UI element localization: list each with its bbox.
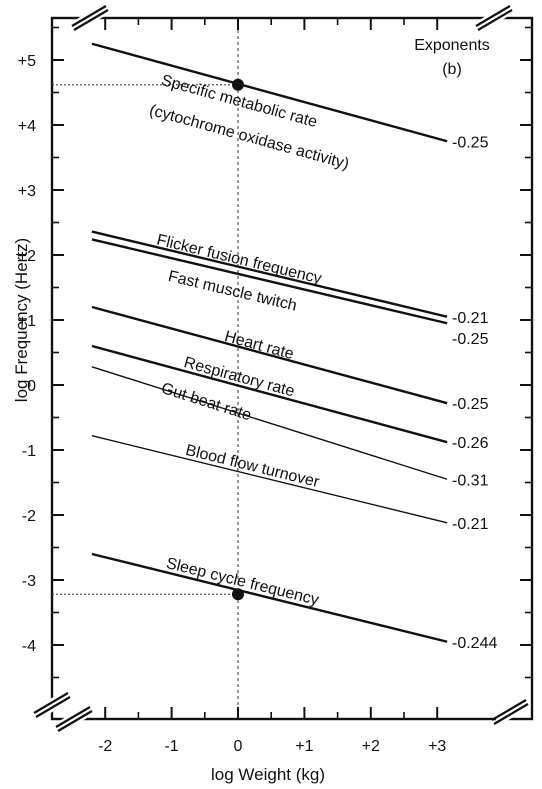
plot-frame (50, 16, 534, 721)
y-tick-label: -4 (22, 638, 36, 655)
x-axis-title: log Weight (kg) (211, 765, 325, 784)
break-left-bottom-stroke-1 (33, 692, 69, 714)
series-line (91, 238, 448, 325)
series-label: Sleep cycle frequency (164, 555, 320, 609)
y-tick-label: -1 (22, 443, 36, 460)
exponent-label: -0.25 (452, 396, 489, 413)
highlight-point (232, 588, 244, 601)
y-tick-label: -2 (22, 508, 36, 525)
exponent-label: -0.26 (452, 435, 489, 452)
series-lines (91, 42, 448, 643)
exponent-label: -0.21 (452, 310, 489, 327)
axis-ticks: -2 -1 0 +1 +2 +3 +5 +4 +3 +2 +1 0 -1 -2 -3 -4 (18, 18, 532, 755)
x-tick-label: 0 (234, 738, 243, 755)
exponent-label: -0.21 (452, 516, 489, 533)
series-line (91, 305, 448, 405)
break-bottom-left-stroke-1 (55, 706, 91, 728)
exponents-header: Exponents (414, 37, 490, 54)
y-tick-label: -3 (22, 573, 36, 590)
series-line (91, 344, 448, 444)
highlight-point (232, 78, 244, 91)
x-tick-label: +2 (362, 738, 380, 755)
y-tick-label: +2 (18, 248, 36, 265)
highlight-points (232, 78, 244, 601)
break-top-left-stroke-1 (71, 5, 107, 27)
series-labels: Specific metabolic rate(cytochrome oxida… (147, 72, 350, 609)
x-tick-label: +1 (295, 738, 313, 755)
y-tick-label: +5 (18, 53, 36, 70)
exponent-labels: -0.25 -0.21 -0.25 -0.25 -0.26 -0.31 -0.21 -0.24… (452, 134, 497, 652)
exponent-label: -0.31 (452, 472, 489, 489)
dashed-guide-lines (52, 18, 239, 719)
y-axis-title: log Frequency (Hertz) (12, 238, 31, 402)
series-line (91, 552, 448, 643)
break-bottom-right-stroke-2 (493, 703, 529, 725)
exponent-label: -0.25 (452, 134, 489, 151)
series-line (91, 366, 448, 480)
series-label: Heart rate (223, 328, 296, 363)
break-left-bottom-stroke-2 (35, 696, 71, 718)
x-tick-label: +3 (428, 738, 446, 755)
y-tick-label: 0 (27, 378, 36, 395)
exponent-label: -0.25 (452, 331, 489, 348)
x-tick-label: -1 (164, 738, 178, 755)
break-bottom-left-stroke-2 (57, 710, 93, 732)
series-label: Blood flow turnover (184, 442, 322, 491)
break-bottom-right-stroke-1 (491, 699, 527, 721)
frame-border (50, 16, 534, 721)
exponent-label: -0.244 (452, 635, 497, 652)
break-top-left-stroke-2 (73, 9, 109, 31)
exponents-header-b: (b) (442, 61, 462, 78)
break-top-right-stroke-2 (477, 9, 513, 31)
axis-break-marks (33, 4, 529, 733)
break-top-right-stroke-1 (475, 5, 511, 27)
y-tick-label: +3 (18, 183, 36, 200)
x-tick-label: -2 (98, 738, 112, 755)
series-line (91, 42, 448, 143)
y-tick-label: +4 (18, 118, 36, 135)
series-line (91, 230, 448, 318)
series-line (91, 435, 448, 524)
y-tick-label: +1 (18, 313, 36, 330)
